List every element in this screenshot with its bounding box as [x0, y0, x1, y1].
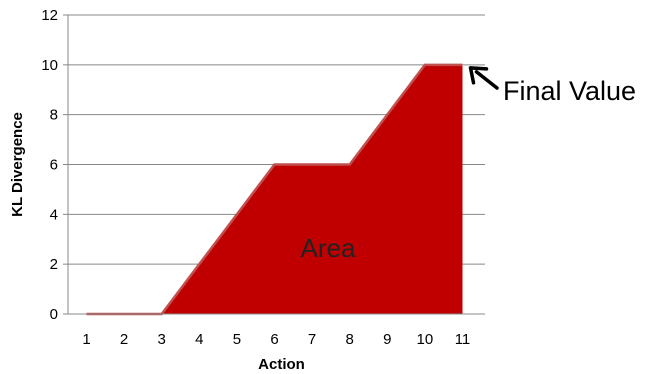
y-tick-label-12: 12 — [41, 7, 58, 24]
final-value-annotation: Final Value — [503, 76, 636, 106]
y-tick-label-2: 2 — [50, 256, 58, 273]
x-tick-label-10: 10 — [417, 331, 434, 348]
final-value-arrow — [468, 66, 499, 90]
x-tick-label-4: 4 — [195, 331, 203, 348]
y-axis-title: KL Divergence — [9, 112, 26, 217]
x-tick-label-7: 7 — [308, 331, 316, 348]
area-layer — [86, 63, 463, 316]
x-tick-label-1: 1 — [82, 331, 90, 348]
x-tick-labels: 1 2 3 4 5 6 7 8 9 10 11 — [82, 331, 470, 348]
x-tick-label-3: 3 — [158, 331, 166, 348]
x-tick-label-9: 9 — [383, 331, 391, 348]
y-tick-label-8: 8 — [50, 107, 58, 124]
arrow-shaft — [474, 70, 499, 90]
area-fill — [86, 64, 463, 314]
x-tick-label-6: 6 — [270, 331, 278, 348]
y-tick-label-10: 10 — [41, 57, 58, 74]
x-tick-label-8: 8 — [346, 331, 354, 348]
x-tick-label-2: 2 — [120, 331, 128, 348]
y-tick-labels: 0 2 4 6 8 10 12 — [41, 7, 68, 323]
y-tick-label-4: 4 — [50, 206, 58, 223]
arrow-head — [468, 66, 489, 85]
area-annotation: Area — [301, 233, 356, 263]
y-tick-label-6: 6 — [50, 157, 58, 174]
y-tick-label-0: 0 — [50, 306, 58, 323]
x-tick-label-5: 5 — [233, 331, 241, 348]
x-axis-title: Action — [258, 356, 305, 373]
x-tick-label-11: 11 — [455, 331, 471, 348]
